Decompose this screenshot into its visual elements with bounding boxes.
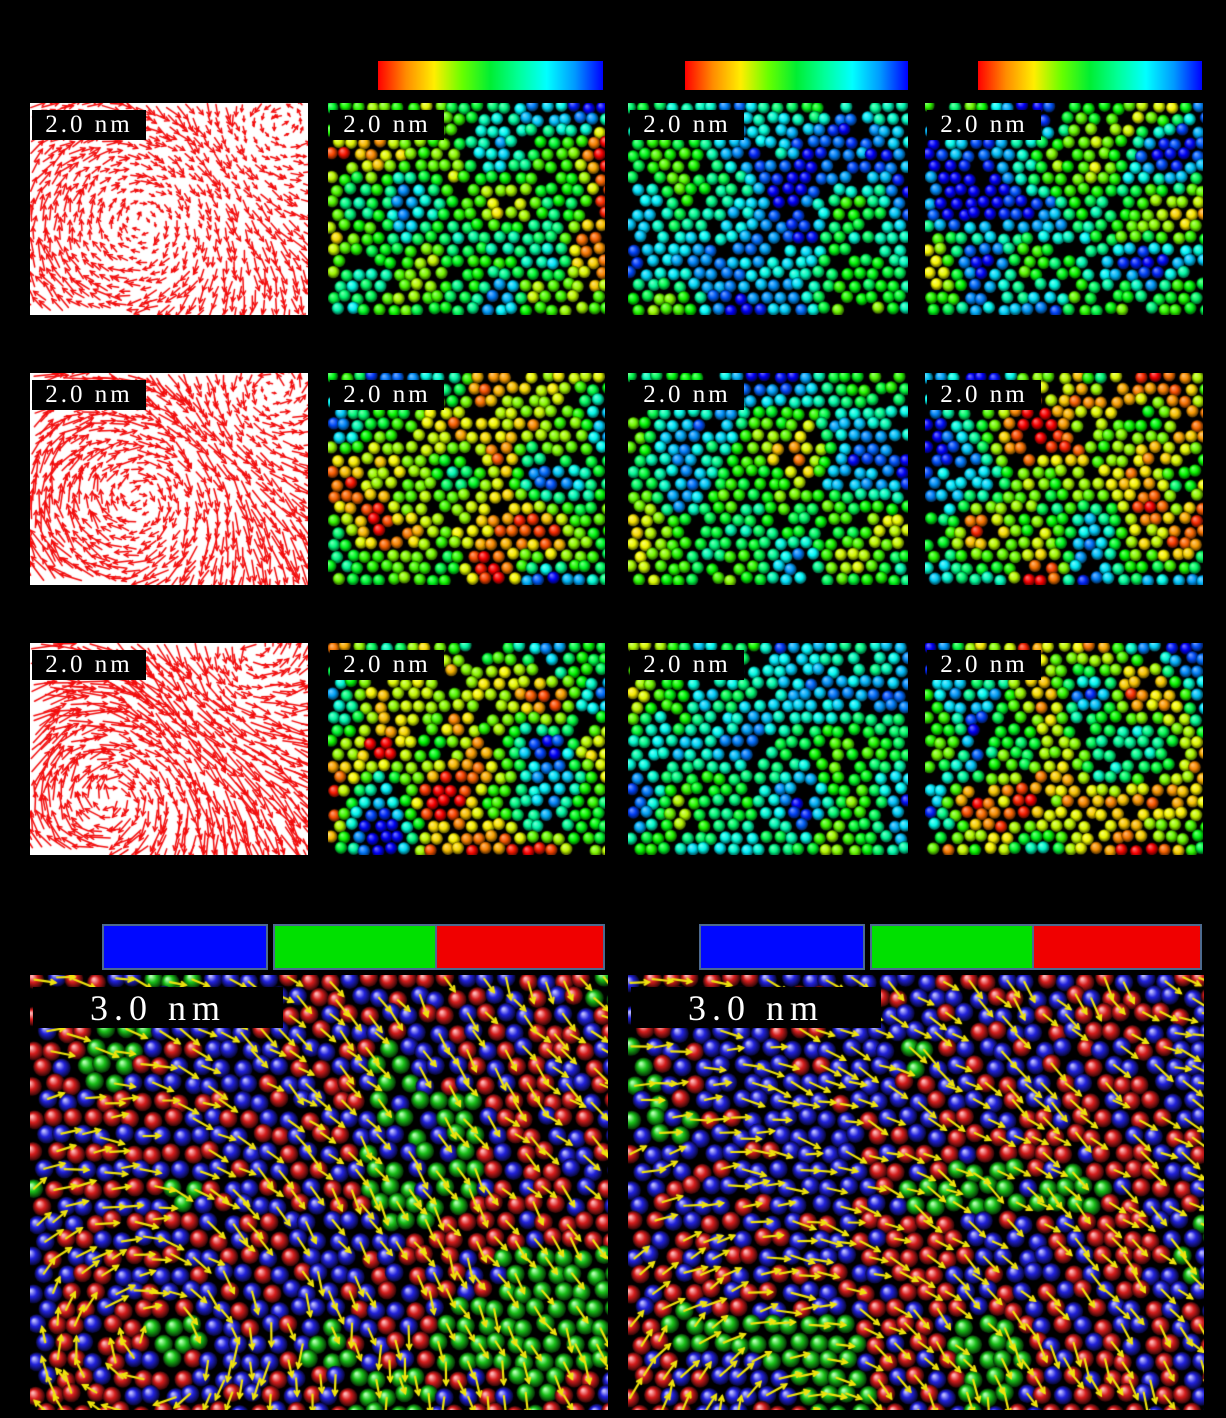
- vector-field-panel: 2.0 nm: [30, 643, 308, 855]
- scale-bar-label: 2.0 nm: [330, 380, 444, 410]
- scale-bar-label: 2.0 nm: [32, 110, 146, 140]
- jet-colorbar: [378, 61, 603, 90]
- scale-bar-label: 2.0 nm: [32, 650, 146, 680]
- scale-bar-label: 2.0 nm: [330, 110, 444, 140]
- jet-colorbar: [978, 61, 1202, 90]
- scale-bar-label: 2.0 nm: [630, 650, 744, 680]
- colorbar-segment-red: [1034, 924, 1202, 970]
- scale-bar-label: 2.0 nm: [927, 380, 1041, 410]
- rgb-particle-canvas: [30, 975, 608, 1410]
- rgb-particle-canvas: [628, 975, 1204, 1410]
- discrete-colorbar: [699, 924, 1202, 970]
- discrete-colorbar: [102, 924, 605, 970]
- scale-bar-label: 3.0 nm: [33, 987, 283, 1028]
- scale-bar-label: 2.0 nm: [630, 110, 744, 140]
- vector-field-panel: 2.0 nm: [30, 373, 308, 585]
- colorbar-segment-green: [870, 924, 1034, 970]
- rgb-particle-panel: 3.0 nm: [30, 975, 608, 1410]
- jet-colorbar: [685, 61, 908, 90]
- scale-bar-label: 2.0 nm: [927, 650, 1041, 680]
- scale-bar-label: 2.0 nm: [32, 380, 146, 410]
- colorbar-segment-blue: [102, 924, 268, 970]
- scale-bar-label: 2.0 nm: [630, 380, 744, 410]
- particle-map-panel: 2.0 nm: [628, 643, 908, 855]
- particle-map-panel: 2.0 nm: [628, 373, 908, 585]
- scale-bar-label: 2.0 nm: [927, 110, 1041, 140]
- scale-bar-label: 2.0 nm: [330, 650, 444, 680]
- scale-bar-label: 3.0 nm: [631, 987, 881, 1028]
- particle-map-panel: 2.0 nm: [925, 643, 1203, 855]
- particle-map-panel: 2.0 nm: [925, 373, 1203, 585]
- particle-map-panel: 2.0 nm: [628, 103, 908, 315]
- rgb-particle-panel: 3.0 nm: [628, 975, 1204, 1410]
- particle-map-panel: 2.0 nm: [328, 643, 605, 855]
- colorbar-gap: [865, 924, 870, 970]
- particle-map-panel: 2.0 nm: [328, 373, 605, 585]
- colorbar-segment-red: [437, 924, 605, 970]
- vector-field-panel: 2.0 nm: [30, 103, 308, 315]
- particle-map-panel: 2.0 nm: [925, 103, 1203, 315]
- colorbar-segment-green: [273, 924, 437, 970]
- colorbar-gap: [268, 924, 273, 970]
- particle-map-panel: 2.0 nm: [328, 103, 605, 315]
- colorbar-segment-blue: [699, 924, 865, 970]
